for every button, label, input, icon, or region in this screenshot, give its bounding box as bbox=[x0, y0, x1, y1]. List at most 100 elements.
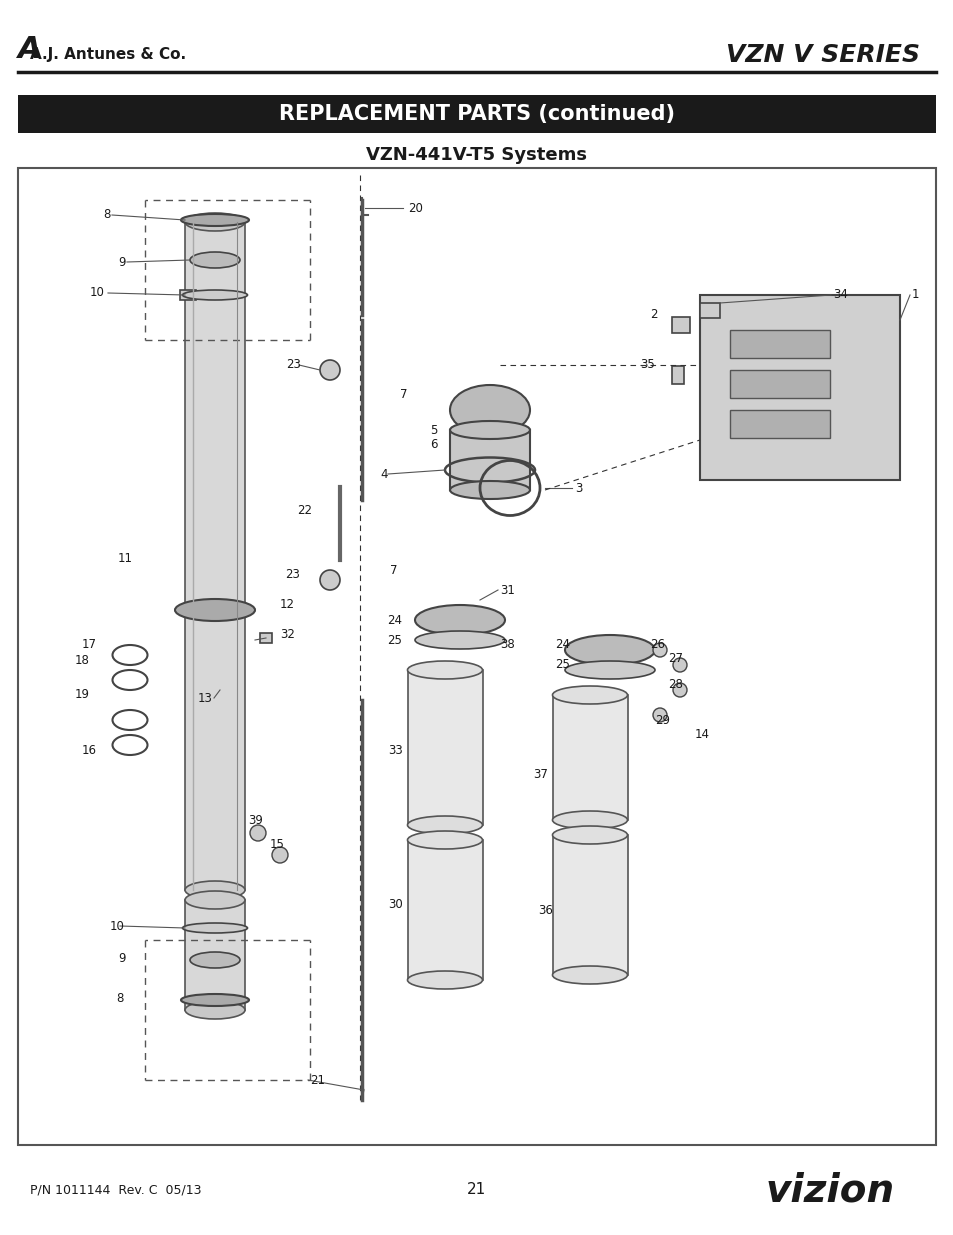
Text: 21: 21 bbox=[310, 1073, 325, 1087]
Ellipse shape bbox=[407, 661, 482, 679]
Ellipse shape bbox=[564, 661, 655, 679]
Ellipse shape bbox=[552, 826, 627, 844]
Ellipse shape bbox=[450, 480, 530, 499]
Ellipse shape bbox=[182, 290, 247, 300]
Bar bbox=[450, 430, 530, 490]
Bar bbox=[18, 95, 935, 133]
Text: 36: 36 bbox=[537, 904, 553, 916]
Text: 23: 23 bbox=[286, 358, 300, 372]
Ellipse shape bbox=[182, 923, 247, 932]
Bar bbox=[553, 835, 627, 974]
Text: 38: 38 bbox=[499, 638, 515, 652]
Text: 35: 35 bbox=[639, 358, 654, 372]
Text: 2: 2 bbox=[649, 309, 657, 321]
Text: 10: 10 bbox=[90, 287, 105, 300]
Text: 27: 27 bbox=[667, 652, 682, 664]
Text: 24: 24 bbox=[387, 614, 401, 626]
Circle shape bbox=[319, 571, 339, 590]
Circle shape bbox=[652, 708, 666, 722]
Text: 29: 29 bbox=[655, 714, 669, 726]
Circle shape bbox=[672, 683, 686, 697]
Ellipse shape bbox=[185, 881, 245, 899]
Text: A: A bbox=[18, 36, 42, 64]
Ellipse shape bbox=[415, 631, 504, 650]
Ellipse shape bbox=[185, 890, 245, 909]
Ellipse shape bbox=[407, 971, 482, 989]
Bar bbox=[553, 695, 627, 820]
Bar bbox=[671, 366, 683, 384]
Text: 16: 16 bbox=[82, 743, 97, 757]
Ellipse shape bbox=[564, 635, 655, 664]
Text: 1: 1 bbox=[911, 289, 919, 301]
Circle shape bbox=[652, 643, 666, 657]
Ellipse shape bbox=[174, 599, 254, 621]
Text: 25: 25 bbox=[387, 634, 401, 646]
Bar bbox=[260, 634, 272, 643]
Text: P/N 1011144  Rev. C  05/13: P/N 1011144 Rev. C 05/13 bbox=[30, 1183, 201, 1197]
Ellipse shape bbox=[552, 685, 627, 704]
Bar bbox=[185, 222, 245, 890]
Circle shape bbox=[250, 825, 266, 841]
Text: 15: 15 bbox=[270, 839, 285, 851]
Circle shape bbox=[272, 847, 288, 863]
Text: 9: 9 bbox=[118, 256, 126, 268]
Text: 18: 18 bbox=[75, 653, 90, 667]
Text: 5: 5 bbox=[430, 424, 436, 436]
Text: 11: 11 bbox=[118, 552, 132, 564]
Text: 28: 28 bbox=[667, 678, 682, 692]
Text: 31: 31 bbox=[499, 583, 515, 597]
Ellipse shape bbox=[450, 421, 530, 438]
Text: 33: 33 bbox=[388, 743, 402, 757]
Text: 25: 25 bbox=[555, 658, 569, 672]
Text: 14: 14 bbox=[695, 729, 709, 741]
Text: 24: 24 bbox=[555, 638, 569, 652]
Bar bbox=[729, 370, 829, 398]
Text: A.J. Antunes & Co.: A.J. Antunes & Co. bbox=[30, 47, 186, 63]
Text: 7: 7 bbox=[390, 563, 397, 577]
Text: vizion: vizion bbox=[765, 1171, 894, 1209]
Ellipse shape bbox=[181, 994, 249, 1007]
Text: 13: 13 bbox=[198, 692, 213, 704]
Text: VZN V SERIES: VZN V SERIES bbox=[725, 43, 919, 67]
Text: VZN-441V-T5 Systems: VZN-441V-T5 Systems bbox=[366, 146, 587, 164]
Text: 3: 3 bbox=[575, 482, 581, 494]
Ellipse shape bbox=[415, 605, 504, 635]
Ellipse shape bbox=[552, 811, 627, 829]
Text: 21: 21 bbox=[467, 1182, 486, 1198]
Text: 32: 32 bbox=[280, 629, 294, 641]
Ellipse shape bbox=[185, 212, 245, 231]
Bar bbox=[700, 303, 720, 317]
Ellipse shape bbox=[552, 966, 627, 984]
Text: 26: 26 bbox=[649, 638, 664, 652]
Ellipse shape bbox=[181, 214, 249, 226]
Ellipse shape bbox=[190, 952, 240, 968]
Text: 37: 37 bbox=[533, 768, 547, 782]
Bar bbox=[729, 410, 829, 438]
Text: 39: 39 bbox=[248, 814, 263, 826]
Circle shape bbox=[672, 658, 686, 672]
Ellipse shape bbox=[190, 252, 240, 268]
Text: 23: 23 bbox=[285, 568, 299, 582]
Text: 17: 17 bbox=[82, 638, 97, 652]
Text: 22: 22 bbox=[296, 504, 312, 516]
Ellipse shape bbox=[407, 816, 482, 834]
Text: 10: 10 bbox=[110, 920, 125, 932]
Text: 7: 7 bbox=[399, 389, 407, 401]
Text: 9: 9 bbox=[118, 951, 126, 965]
Bar bbox=[700, 295, 899, 480]
Bar bbox=[729, 330, 829, 358]
Text: 4: 4 bbox=[379, 468, 387, 480]
Bar bbox=[408, 671, 482, 825]
Bar bbox=[18, 168, 935, 1145]
Bar bbox=[408, 840, 482, 981]
Text: 6: 6 bbox=[430, 438, 437, 452]
Ellipse shape bbox=[450, 385, 530, 435]
Bar bbox=[185, 900, 245, 1010]
Text: 30: 30 bbox=[388, 899, 402, 911]
Text: 8: 8 bbox=[103, 209, 111, 221]
Circle shape bbox=[319, 359, 339, 380]
Text: REPLACEMENT PARTS (continued): REPLACEMENT PARTS (continued) bbox=[278, 104, 675, 124]
Text: 12: 12 bbox=[280, 599, 294, 611]
Bar bbox=[671, 317, 689, 333]
Text: 8: 8 bbox=[116, 992, 123, 1004]
